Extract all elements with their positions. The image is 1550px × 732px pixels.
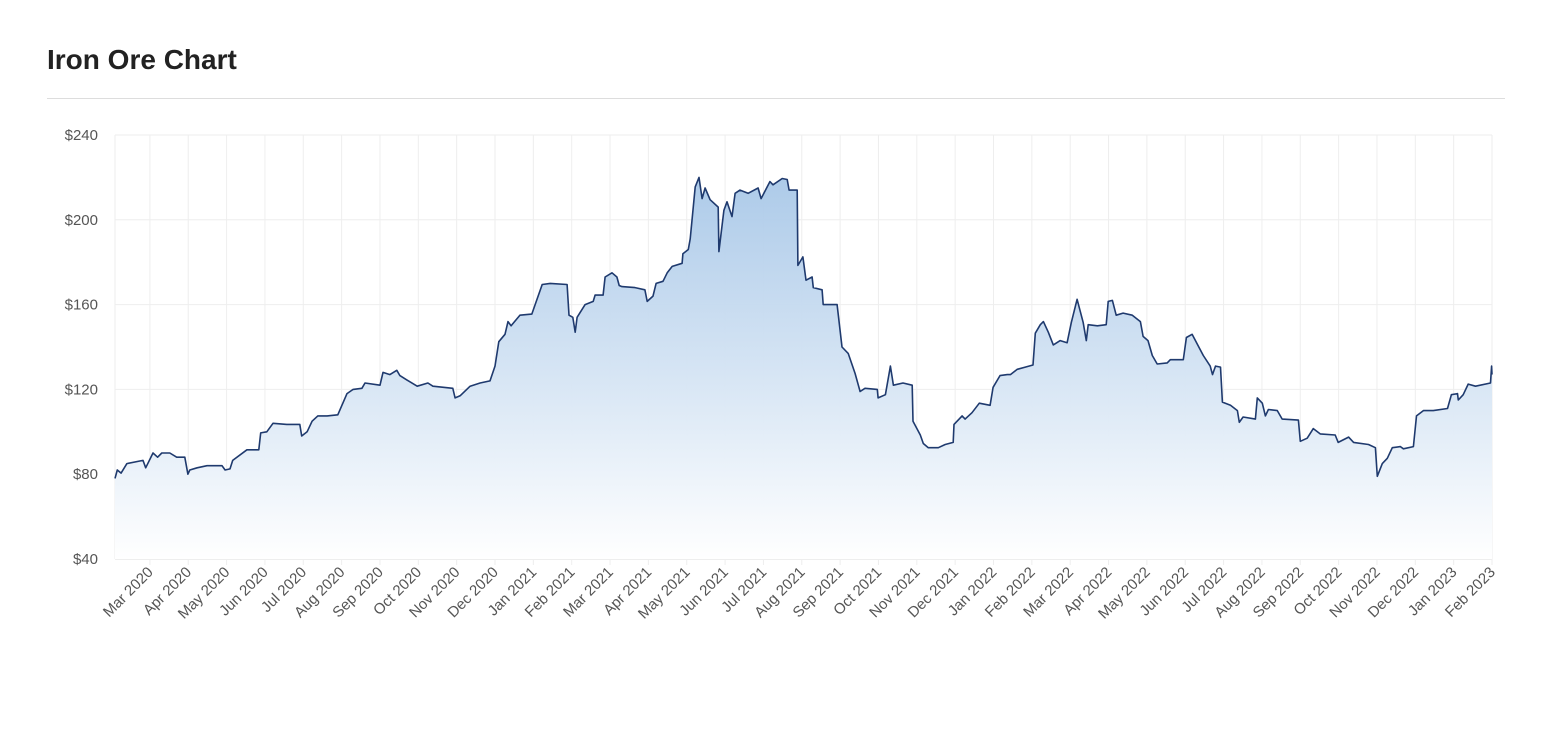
y-tick-label: $120 [65, 381, 98, 398]
y-tick-label: $200 [65, 212, 98, 229]
page-title: Iron Ore Chart [47, 44, 237, 75]
title-divider [47, 98, 1505, 99]
y-axis: $40 $80 $120 $160 $200 $240 [65, 127, 98, 568]
y-tick-label: $160 [65, 297, 98, 314]
price-area-fill [115, 177, 1492, 559]
y-tick-label: $80 [73, 466, 98, 483]
y-tick-label: $40 [73, 551, 98, 568]
y-tick-label: $240 [65, 127, 98, 144]
price-line [114, 176, 1493, 479]
